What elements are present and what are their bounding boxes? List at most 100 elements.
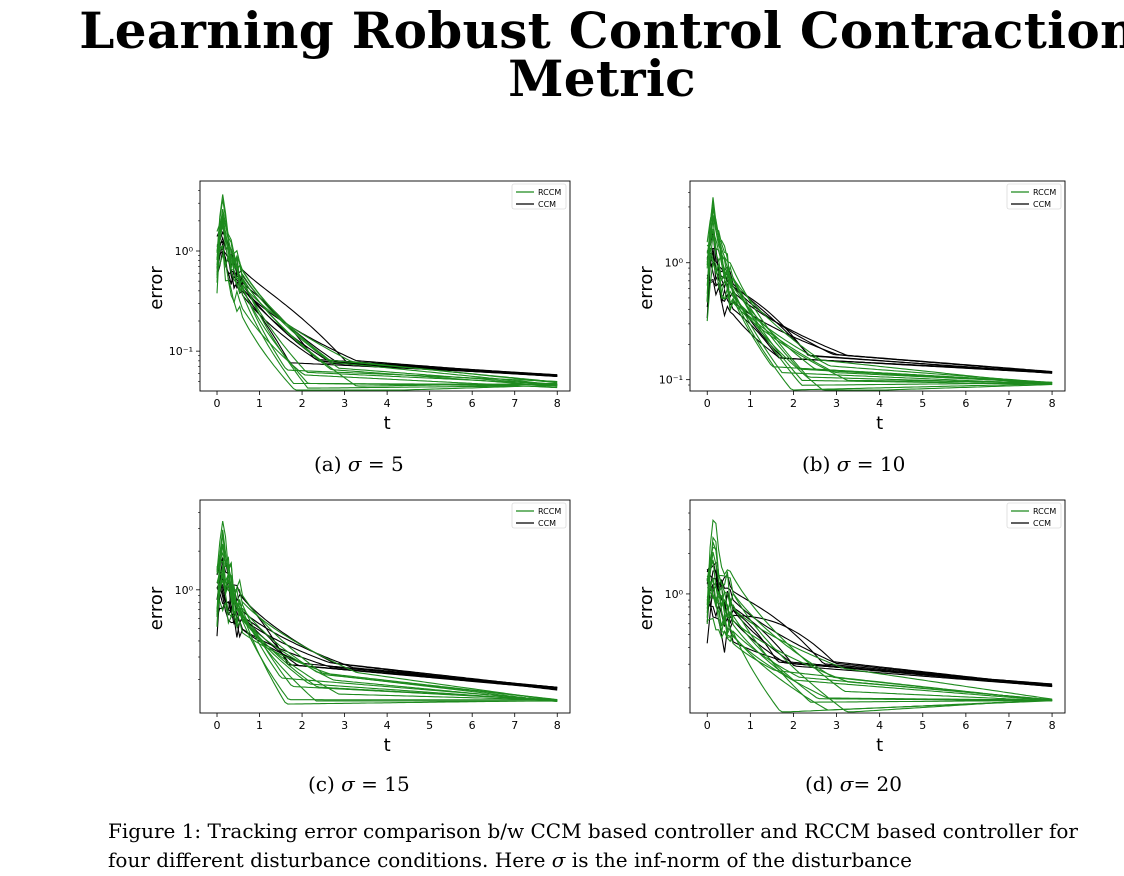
caption-value: = 10 — [850, 452, 906, 476]
legend-label: CCM — [538, 519, 556, 528]
sigma-symbol: σ — [347, 452, 362, 476]
sigma-symbol: σ — [341, 772, 355, 796]
y-axis-label: error — [146, 266, 167, 310]
x-tick-label: 8 — [1049, 397, 1056, 410]
rccm-curve — [216, 521, 558, 705]
x-tick-label: 0 — [214, 719, 221, 732]
rccm-curve — [216, 194, 558, 389]
paper-title-line-2: Metric — [508, 49, 696, 108]
y-axis-label: error — [636, 266, 657, 310]
ccm-curve — [706, 583, 1053, 688]
rccm-curve — [706, 254, 1053, 383]
legend-label: CCM — [538, 200, 556, 209]
x-tick-label: 2 — [790, 397, 797, 410]
rccm-curve — [706, 546, 1053, 702]
rccm-curve — [216, 213, 558, 386]
rccm-curve — [706, 541, 1053, 703]
rccm-curve — [706, 559, 1053, 702]
rccm-curve — [706, 551, 1053, 713]
x-tick-label: 3 — [341, 719, 348, 732]
legend-box — [1006, 502, 1062, 529]
plot-panel-c: 0 1 2 3 4 5 6 7 8 10⁰ t error RCCM CCM — [146, 499, 571, 756]
rccm-curve — [706, 215, 1053, 391]
rccm-curve — [216, 529, 558, 701]
ccm-curve — [216, 240, 558, 377]
plot-lines — [706, 519, 1053, 713]
legend-label: CCM — [1033, 519, 1051, 528]
x-tick-label: 4 — [384, 397, 391, 410]
rccm-curve — [216, 212, 558, 386]
caption-text: is the inf-norm of the disturbance — [565, 848, 912, 872]
y-axis-label: error — [146, 586, 167, 630]
figure-caption-line-1: Figure 1: Tracking error comparison b/w … — [108, 819, 1078, 843]
x-axis-label: t — [384, 413, 391, 434]
rccm-curve — [216, 244, 558, 391]
rccm-curve — [216, 223, 558, 387]
x-axis-label: t — [384, 735, 391, 756]
rccm-curve — [216, 533, 558, 701]
caption-label: (a) — [314, 452, 342, 476]
rccm-curve — [216, 569, 558, 702]
x-tick-label: 5 — [426, 397, 433, 410]
rccm-curve — [216, 570, 558, 701]
plot-frame — [199, 180, 571, 392]
ccm-curve — [216, 598, 558, 689]
x-tick-label: 7 — [511, 719, 518, 732]
x-tick-label: 3 — [833, 719, 840, 732]
x-tick-label: 0 — [214, 397, 221, 410]
plot-panel-b: 0 1 2 3 4 5 6 7 8 10⁰ 10⁻¹ t error RCCM CCM — [636, 180, 1066, 434]
ccm-curve — [706, 247, 1053, 373]
x-tick-label: 4 — [876, 397, 883, 410]
rccm-curve — [706, 207, 1053, 384]
rccm-curve — [216, 199, 558, 383]
rccm-curve — [706, 206, 1053, 385]
x-tick-label: 1 — [747, 397, 754, 410]
x-tick-label: 2 — [790, 719, 797, 732]
caption-value: = 15 — [354, 772, 410, 796]
x-tick-label: 8 — [1049, 719, 1056, 732]
y-tick-label: 10⁻¹ — [659, 374, 683, 387]
x-tick-label: 0 — [704, 719, 711, 732]
ccm-curve — [706, 251, 1053, 373]
x-tick-label: 3 — [833, 397, 840, 410]
x-tick-label: 7 — [1005, 397, 1012, 410]
subfigure-caption-d: (d) σ= 20 — [805, 772, 902, 796]
x-axis-label: t — [876, 735, 883, 756]
x-tick-label: 1 — [256, 397, 263, 410]
x-tick-label: 0 — [704, 397, 711, 410]
caption-label: (b) — [802, 452, 831, 476]
rccm-curve — [706, 228, 1053, 386]
sigma-symbol: σ — [836, 452, 851, 476]
subfigure-caption-c: (c) σ = 15 — [308, 772, 410, 796]
subfigure-caption-b: (b) σ = 10 — [802, 452, 905, 476]
caption-label: (c) — [308, 772, 335, 796]
x-tick-label: 2 — [299, 719, 306, 732]
sigma-symbol: σ — [551, 848, 566, 872]
plot-frame — [689, 499, 1066, 714]
legend-label: RCCM — [538, 188, 561, 197]
y-tick-label: 10⁰ — [175, 584, 194, 597]
ccm-curve — [706, 248, 1053, 374]
caption-label: (d) — [805, 772, 834, 796]
x-tick-label: 1 — [747, 719, 754, 732]
rccm-curve — [216, 244, 558, 384]
legend-label: RCCM — [538, 507, 561, 516]
plot-lines — [706, 197, 1053, 391]
ccm-curve — [216, 224, 558, 377]
rccm-curve — [216, 221, 558, 386]
y-axis-label: error — [636, 586, 657, 630]
rccm-curve — [216, 208, 558, 385]
rccm-curve — [706, 585, 1053, 701]
x-axis-label: t — [876, 413, 883, 434]
plot-frame — [199, 499, 571, 714]
plot-panel-a: 0 1 2 3 4 5 6 7 8 10⁰ 10⁻¹ t error RCCM CCM — [146, 180, 571, 434]
legend-label: RCCM — [1033, 507, 1056, 516]
plot-panel-d: 0 1 2 3 4 5 6 7 8 10⁰ t error RCCM CCM — [636, 499, 1066, 756]
ccm-curve — [706, 559, 1053, 687]
rccm-curve — [706, 577, 1053, 702]
x-tick-label: 4 — [384, 719, 391, 732]
subfigure-caption-a: (a) σ = 5 — [314, 452, 404, 476]
x-tick-label: 8 — [554, 397, 561, 410]
rccm-curve — [706, 591, 1053, 711]
rccm-curve — [706, 577, 1053, 700]
